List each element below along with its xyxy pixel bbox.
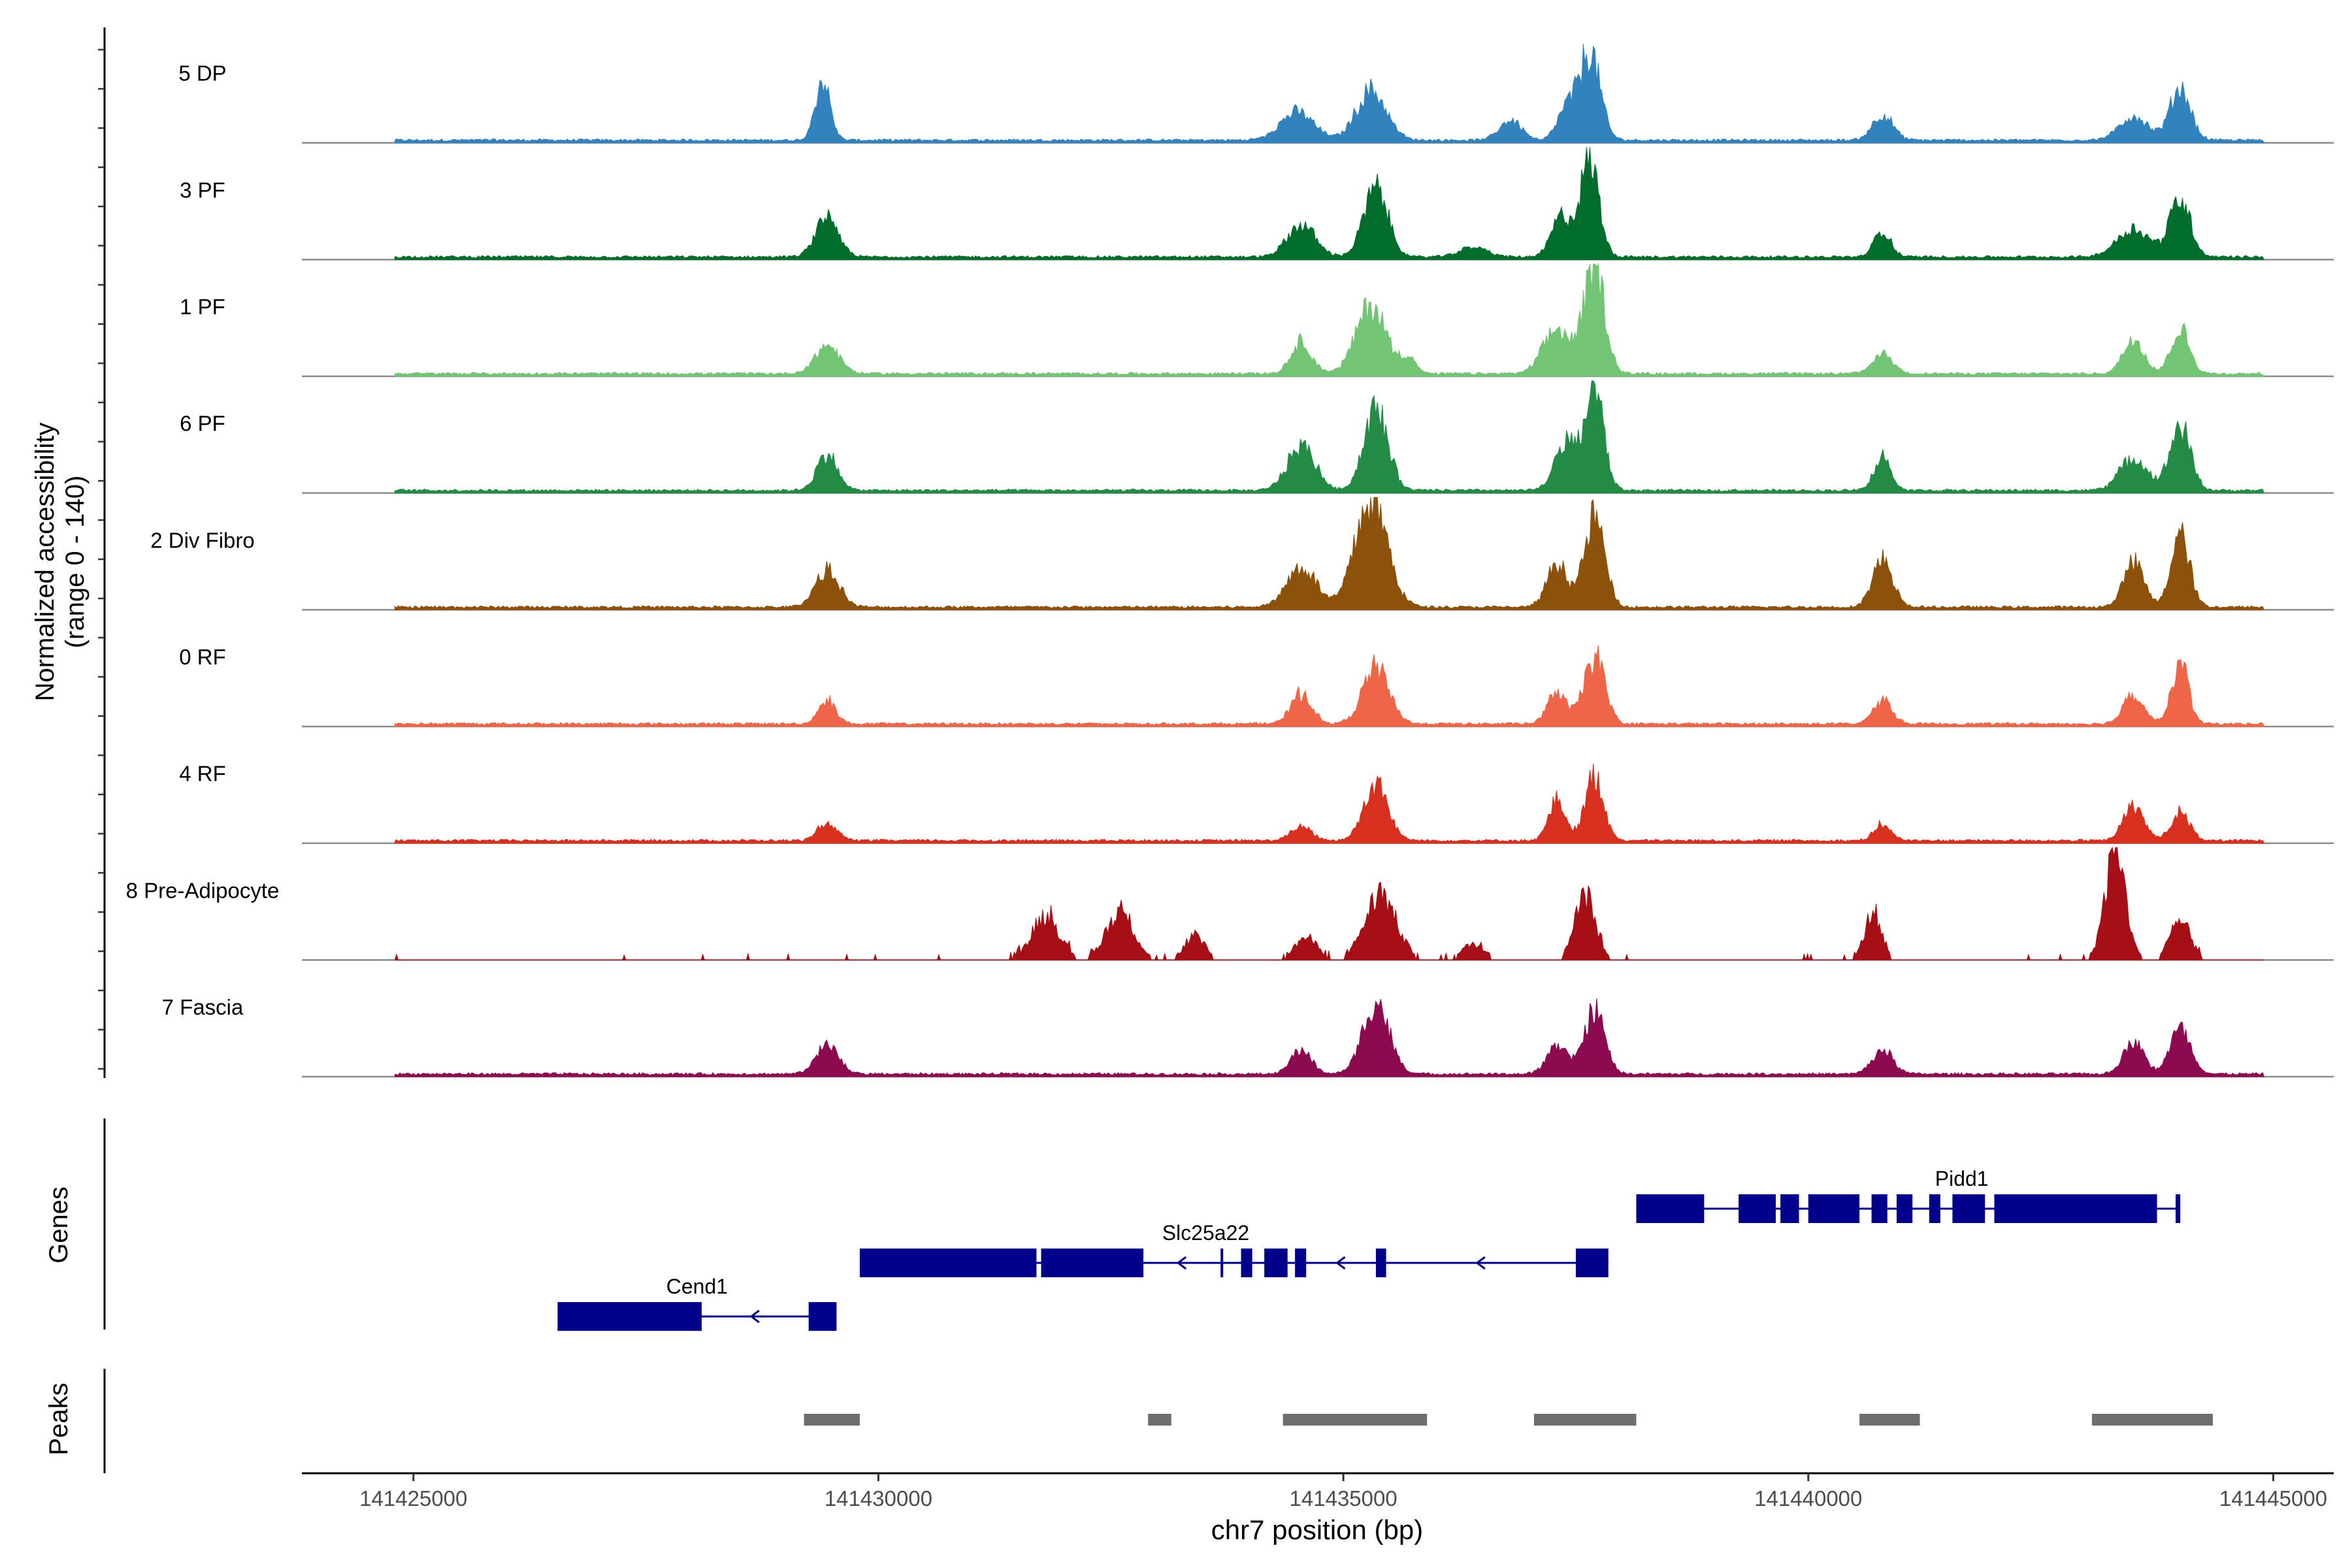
- track-2-div-fibro: 2 Div Fibro: [150, 497, 2334, 611]
- exon-block: [1264, 1249, 1288, 1277]
- peak-region: [1533, 1414, 1637, 1426]
- track-1-pf: 1 PF: [180, 263, 2334, 378]
- x-axis-label: chr7 position (bp): [1211, 1514, 1424, 1545]
- peaks-panel: [103, 1369, 2213, 1473]
- gene-label: Slc25a22: [1162, 1221, 1249, 1245]
- exon-block: [1575, 1249, 1609, 1277]
- x-axis: 141425000 141430000 141435000 141440000 1414…: [302, 1472, 2334, 1511]
- strand-arrow-icon: [1475, 1256, 1486, 1270]
- track-label: 1 PF: [180, 295, 225, 319]
- peak-region: [1282, 1414, 1428, 1426]
- exon-block: [1952, 1194, 1985, 1223]
- strand-arrow-icon: [749, 1309, 760, 1324]
- genes-panel: Cend1 Slc25a22 Pidd1: [103, 1119, 2181, 1331]
- track-3-pf: 3 PF: [180, 147, 2334, 261]
- strand-arrow-icon: [1176, 1256, 1187, 1270]
- coverage-area: [394, 846, 2264, 962]
- coverage-area: [394, 44, 2264, 144]
- genes-track-label: Genes: [44, 1186, 73, 1264]
- exon-block: [1375, 1249, 1386, 1277]
- coverage-area: [394, 645, 2264, 727]
- track-label: 2 Div Fibro: [150, 528, 255, 552]
- exon-block: [1897, 1194, 1913, 1223]
- peaks-track-label: Peaks: [44, 1382, 73, 1455]
- exon-block: [1929, 1194, 1940, 1223]
- exon-block: [1241, 1249, 1252, 1277]
- y-axis-label-line1: Normalized accessibility: [31, 423, 59, 702]
- track-label: 7 Fascia: [162, 995, 244, 1019]
- peak-region: [1148, 1414, 1171, 1426]
- y-axis-label-line2: (range 0 - 140): [61, 476, 90, 649]
- exon-block: [1041, 1249, 1144, 1277]
- strand-arrow-icon: [1335, 1256, 1346, 1270]
- track-5-dp: 5 DP: [178, 44, 2334, 144]
- gene-pidd1: Pidd1: [1636, 1167, 2181, 1223]
- coverage-panel: 5 DP 3 PF 1 PF 6 PF 2 Div Fibro 0 RF 4 RF 8 Pre…: [98, 27, 2334, 1078]
- track-label: 4 RF: [179, 762, 226, 786]
- track-label: 0 RF: [179, 645, 226, 669]
- x-tick-label: 141445000: [2219, 1486, 2327, 1511]
- track-label: 8 Pre-Adipocyte: [126, 878, 280, 902]
- exon-block: [1994, 1194, 2157, 1223]
- exon-block: [808, 1302, 837, 1331]
- track-8-pre-adipocyte: 8 Pre-Adipocyte: [126, 846, 2334, 962]
- track-label: 3 PF: [180, 178, 225, 202]
- exon-block: [1808, 1194, 1860, 1223]
- exon-block: [1739, 1194, 1776, 1223]
- coverage-area: [394, 380, 2264, 494]
- exon-block: [1636, 1194, 1705, 1223]
- coverage-area: [394, 764, 2264, 844]
- coverage-area: [394, 497, 2264, 610]
- exon-block: [1780, 1194, 1799, 1223]
- x-tick-label: 141425000: [359, 1486, 467, 1511]
- peak-region: [2091, 1414, 2213, 1426]
- x-tick-label: 141440000: [1754, 1486, 1862, 1511]
- coverage-area: [394, 263, 2265, 377]
- x-tick-label: 141435000: [1290, 1486, 1397, 1511]
- exon-block: [2176, 1194, 2181, 1223]
- exon-block: [1220, 1249, 1224, 1277]
- track-7-fascia: 7 Fascia: [162, 995, 2334, 1078]
- gene-label: Cend1: [666, 1275, 728, 1298]
- track-label: 5 DP: [178, 61, 226, 86]
- exon-block: [860, 1249, 1037, 1277]
- track-0-rf: 0 RF: [179, 645, 2334, 728]
- gene-slc25a22: Slc25a22: [860, 1221, 1609, 1277]
- exon-block: [1295, 1249, 1307, 1277]
- exon-block: [557, 1302, 702, 1331]
- track-6-pf: 6 PF: [180, 380, 2334, 494]
- gene-label: Pidd1: [1935, 1167, 1989, 1190]
- track-4-rf: 4 RF: [179, 762, 2334, 844]
- track-label: 6 PF: [180, 412, 225, 436]
- gene-cend1: Cend1: [557, 1275, 837, 1331]
- peak-region: [1859, 1414, 1920, 1426]
- coverage-area: [394, 998, 2264, 1077]
- coverage-area: [394, 147, 2264, 260]
- x-tick-label: 141430000: [825, 1486, 932, 1511]
- peak-region: [804, 1414, 860, 1426]
- exon-block: [1871, 1194, 1887, 1223]
